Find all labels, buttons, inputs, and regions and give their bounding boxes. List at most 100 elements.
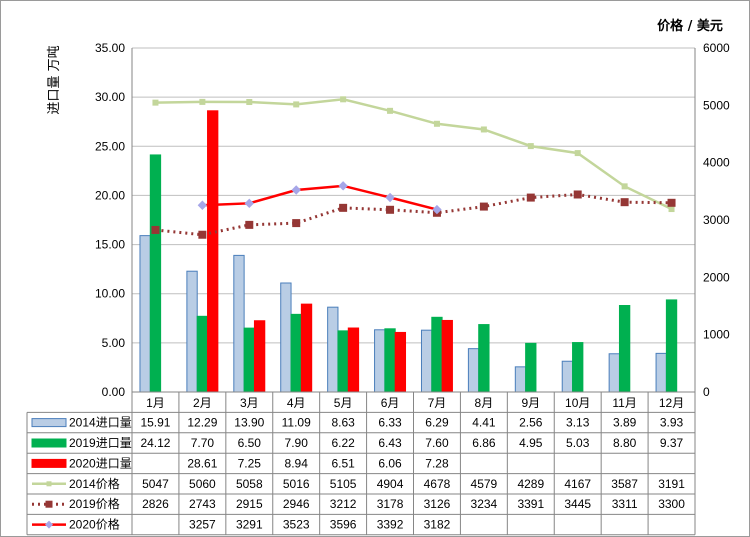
bar-2014进口量	[467, 348, 480, 393]
data-label: 4678	[424, 477, 451, 491]
data-label: 4.41	[472, 416, 496, 430]
data-label: 24.12	[140, 436, 170, 450]
legend-key-2020进口量	[31, 458, 67, 468]
data-label: 3178	[377, 497, 404, 511]
data-label: 5058	[236, 477, 263, 491]
y-right-tick-label: 4000	[703, 156, 730, 170]
y-left-tick-label: 15.00	[95, 238, 125, 252]
legend-label: 2020进口量	[69, 456, 132, 470]
y-left-tick-label: 25.00	[95, 139, 125, 153]
x-tick-label: 8月	[475, 396, 494, 410]
y-right-tick-label: 3000	[703, 213, 730, 227]
point-2019价格	[573, 190, 582, 199]
x-tick-label: 4月	[287, 396, 306, 410]
legend-label: 2014进口量	[69, 416, 132, 430]
data-label: 6.43	[378, 436, 402, 450]
data-label: 2946	[283, 497, 310, 511]
point-2014价格	[246, 99, 253, 106]
data-label: 7.25	[238, 456, 262, 470]
y-left-tick-label: 5.00	[102, 336, 126, 350]
data-label: 3.89	[613, 416, 637, 430]
data-label: 5060	[189, 477, 216, 491]
bar-2014进口量	[280, 282, 292, 393]
data-label: 4167	[564, 477, 591, 491]
data-label: 6.22	[331, 436, 355, 450]
point-2019价格	[479, 202, 488, 211]
data-label: 6.50	[238, 436, 262, 450]
line-2014价格	[155, 98, 673, 211]
legend-marker-2014价格	[46, 481, 52, 487]
point-2019价格	[526, 193, 535, 202]
point-2019价格	[292, 219, 301, 228]
line-2019价格	[155, 192, 672, 237]
legend-marker-2020价格	[45, 520, 53, 529]
y-right-tick-label: 6000	[703, 41, 730, 55]
bar-2014进口量	[139, 235, 151, 393]
bar-2014进口量	[514, 366, 527, 393]
data-label: 3126	[424, 497, 451, 511]
bar-2014进口量	[186, 270, 198, 393]
bar-2019进口量	[290, 313, 302, 393]
bar-2019进口量	[384, 328, 396, 393]
point-2014价格	[574, 150, 581, 157]
data-label: 3587	[611, 477, 638, 491]
data-label: 3234	[471, 497, 498, 511]
data-label: 6.33	[378, 416, 402, 430]
bar-2020进口量	[394, 331, 407, 393]
bar-2019进口量	[618, 305, 631, 393]
x-tick-label: 5月	[334, 396, 353, 410]
data-label: 7.28	[425, 456, 449, 470]
legend-label: 2014价格	[69, 476, 120, 491]
bar-2019进口量	[665, 299, 678, 393]
data-label: 11.09	[282, 416, 311, 430]
bar-2014进口量	[327, 306, 339, 393]
bar-2020进口量	[207, 110, 219, 393]
point-2019价格	[339, 203, 348, 212]
bar-2020进口量	[347, 327, 360, 393]
data-label: 4.95	[519, 436, 543, 450]
x-tick-label: 9月	[521, 396, 540, 410]
data-label: 4289	[517, 477, 544, 491]
bar-2019进口量	[196, 315, 209, 393]
bar-2020进口量	[300, 303, 313, 393]
point-2014价格	[480, 126, 487, 133]
data-label: 8.80	[613, 436, 637, 450]
bar-2019进口量	[478, 324, 490, 393]
data-label: 3212	[330, 497, 357, 511]
data-label: 2.56	[519, 416, 543, 430]
y-left-tick-label: 30.00	[95, 90, 125, 104]
x-tick-label: 6月	[381, 396, 400, 410]
data-label: 15.91	[140, 416, 170, 430]
data-label: 3311	[612, 497, 638, 511]
data-label: 3182	[424, 518, 451, 532]
point-2014价格	[293, 101, 300, 108]
data-label: 6.29	[425, 416, 449, 430]
point-2014价格	[433, 120, 440, 127]
bar-2019进口量	[525, 342, 537, 393]
data-label: 7.90	[285, 436, 309, 450]
data-label: 6.06	[378, 456, 402, 470]
point-2014价格	[340, 96, 347, 103]
point-2014价格	[668, 206, 675, 213]
bar-2020进口量	[253, 320, 266, 393]
data-label: 2743	[189, 497, 216, 511]
point-2014价格	[387, 107, 394, 114]
legend-key-2014进口量	[31, 418, 67, 428]
data-label: 3.93	[660, 416, 684, 430]
data-label: 3.13	[566, 416, 590, 430]
point-2019价格	[198, 230, 207, 239]
y-left-tick-label: 35.00	[95, 41, 125, 55]
x-tick-label: 11月	[612, 396, 636, 410]
point-2019价格	[245, 220, 254, 229]
x-tick-label: 1月	[146, 396, 165, 410]
bar-2014进口量	[655, 352, 667, 393]
bar-2014进口量	[608, 353, 620, 393]
data-label: 5.03	[566, 436, 590, 450]
data-label: 4579	[471, 477, 498, 491]
point-2014价格	[199, 98, 206, 105]
data-label: 5016	[283, 477, 310, 491]
x-tick-label: 7月	[428, 396, 447, 410]
point-2019价格	[667, 198, 676, 207]
